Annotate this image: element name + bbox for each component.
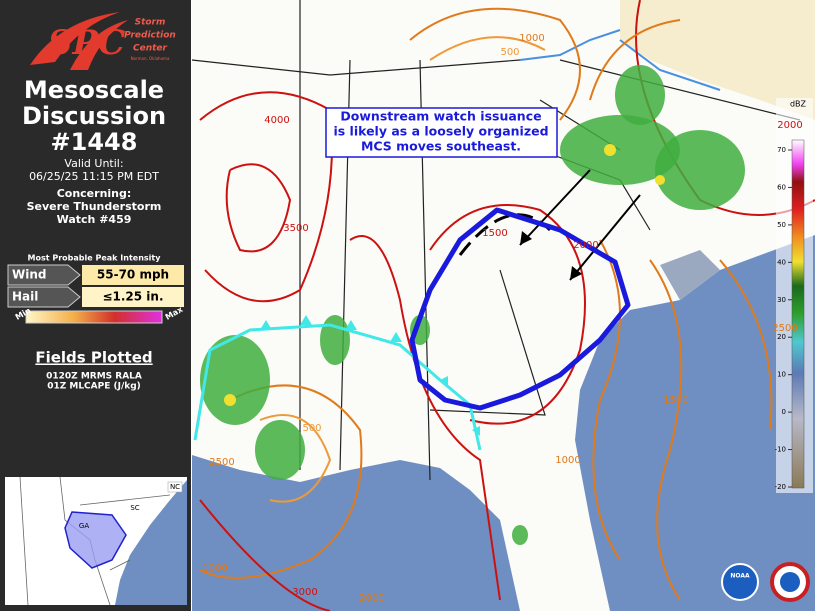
concerning-label: Concerning: bbox=[57, 187, 132, 200]
contour-label: 2000 bbox=[359, 593, 384, 604]
title: #1448 bbox=[51, 128, 138, 156]
annotation: is likely as a loosely organized bbox=[333, 124, 548, 139]
colorbar-label: -10 bbox=[775, 446, 786, 454]
annotation: MCS moves southeast. bbox=[361, 139, 521, 154]
contour-label: 1500 bbox=[482, 228, 507, 239]
field-item: 01Z MLCAPE (J/kg) bbox=[47, 382, 141, 392]
intensity-title: Most Probable Peak Intensity bbox=[28, 254, 162, 263]
contour-label: 500 bbox=[302, 423, 321, 434]
hail-row: Hail ≤1.25 in. bbox=[7, 286, 184, 308]
inset-label: SC bbox=[130, 504, 139, 512]
colorbar-label: -20 bbox=[775, 483, 786, 491]
colorbar-label: 20 bbox=[777, 333, 786, 341]
logo-text: NOAA bbox=[730, 573, 750, 580]
logo-text: Center bbox=[133, 44, 168, 54]
inset-label: GA bbox=[79, 522, 89, 530]
row-label: Wind bbox=[12, 268, 46, 282]
spc-logo: SPC bbox=[30, 12, 128, 70]
row-value: 55-70 mph bbox=[97, 268, 169, 282]
contour-label: 500 bbox=[500, 47, 519, 58]
contour-label: 4000 bbox=[264, 115, 289, 126]
valid-time: 06/25/25 11:15 PM EDT bbox=[29, 170, 159, 183]
colorbar-title: dBZ bbox=[790, 100, 807, 109]
colorbar bbox=[791, 139, 805, 489]
contour-label: 3000 bbox=[292, 587, 317, 598]
row-label: Hail bbox=[12, 290, 38, 304]
inset-map: NC SC GA bbox=[5, 476, 187, 606]
colorbar-label: 10 bbox=[777, 371, 786, 379]
contour-label: 1000 bbox=[555, 455, 580, 466]
concerning: Watch #459 bbox=[57, 213, 132, 226]
contour-label: 1000 bbox=[519, 33, 544, 44]
colorbar-label: 30 bbox=[777, 296, 786, 304]
contour-label: 2000 bbox=[573, 240, 598, 251]
logos: NOAA bbox=[721, 562, 810, 602]
valid-label: Valid Until: bbox=[64, 157, 123, 170]
title: Discussion bbox=[22, 102, 166, 130]
colorbar-label: 60 bbox=[777, 183, 786, 191]
intensity-bar bbox=[25, 310, 163, 324]
contour-label: 2000 bbox=[777, 120, 802, 131]
logo-text: Storm bbox=[135, 18, 166, 28]
inset-label: NC bbox=[170, 483, 180, 491]
concerning: Severe Thunderstorm bbox=[27, 200, 162, 213]
annotation-box bbox=[325, 107, 558, 158]
title: Mesoscale bbox=[24, 76, 164, 104]
colorbar-label: 50 bbox=[777, 221, 786, 229]
logo-sub: Norman, Oklahoma bbox=[131, 56, 170, 61]
annotation: Downstream watch issuance bbox=[340, 109, 541, 124]
contour-label: 1000 bbox=[202, 563, 227, 574]
svg-text:SPC: SPC bbox=[48, 23, 125, 63]
colorbar-label: 0 bbox=[782, 408, 786, 416]
logo-text: Prediction bbox=[124, 31, 176, 41]
contour-label: 1500 bbox=[663, 395, 688, 406]
map bbox=[191, 0, 815, 612]
row-value: ≤1.25 in. bbox=[102, 290, 163, 304]
colorbar-label: 40 bbox=[777, 258, 786, 266]
wind-row: Wind 55-70 mph bbox=[7, 264, 184, 286]
field-item: 0120Z MRMS RALA bbox=[46, 372, 142, 382]
contour-label: 2500 bbox=[772, 323, 797, 334]
contour-label: 2500 bbox=[209, 457, 234, 468]
contour-label: 3500 bbox=[283, 223, 308, 234]
fields-title: Fields Plotted bbox=[35, 349, 152, 367]
colorbar-label: 70 bbox=[777, 146, 786, 154]
